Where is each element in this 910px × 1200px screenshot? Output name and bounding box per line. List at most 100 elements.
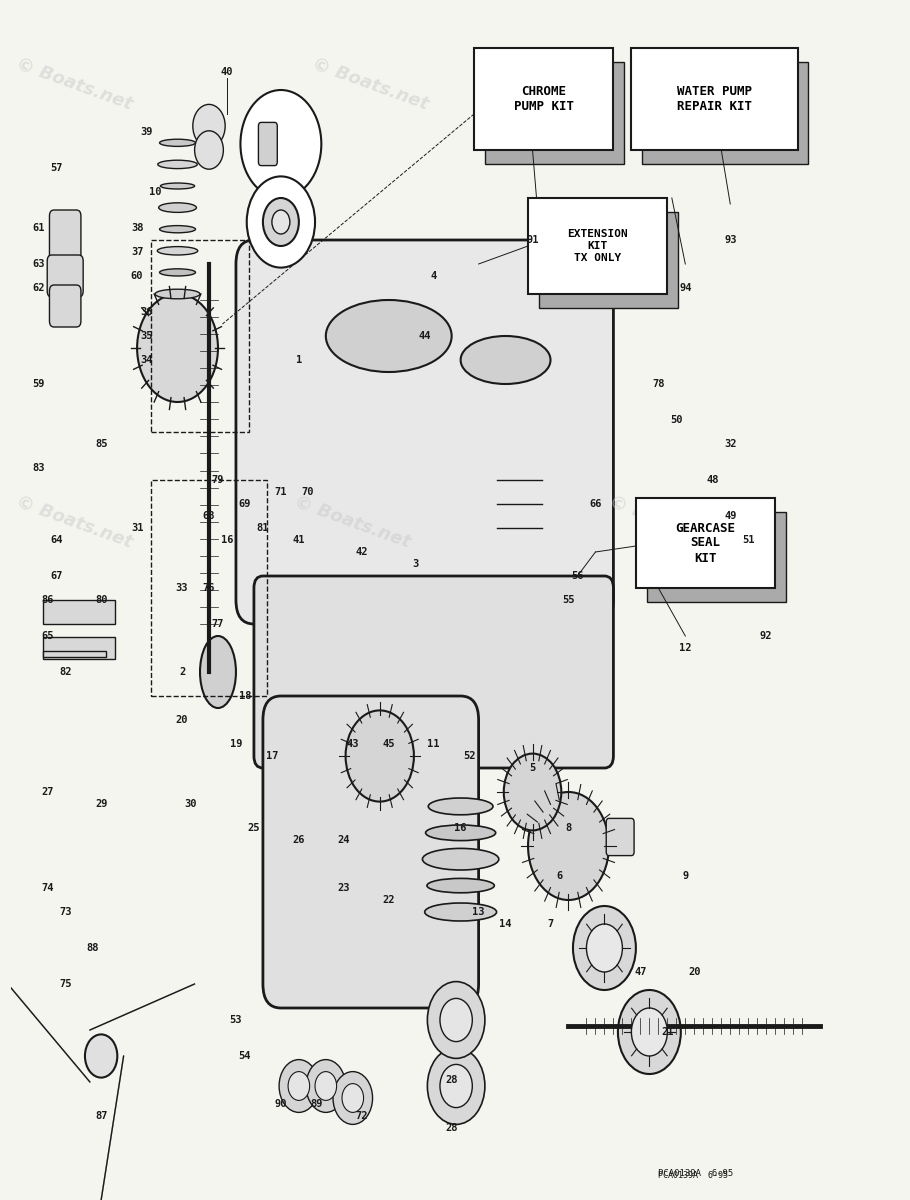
FancyBboxPatch shape (49, 284, 81, 326)
Text: 36: 36 (140, 307, 152, 317)
Text: 34: 34 (140, 355, 152, 365)
Bar (43, 600, 115, 624)
Text: 2: 2 (179, 667, 185, 677)
Text: 43: 43 (347, 739, 359, 749)
Text: © Boats.net: © Boats.net (633, 54, 755, 114)
Text: 23: 23 (338, 883, 350, 893)
FancyBboxPatch shape (474, 48, 613, 150)
Text: 85: 85 (95, 439, 107, 449)
Text: EXTENSION
KIT
TX ONLY: EXTENSION KIT TX ONLY (567, 229, 628, 263)
Text: 71: 71 (275, 487, 288, 497)
Text: 52: 52 (463, 751, 476, 761)
Text: 79: 79 (212, 475, 224, 485)
Text: 64: 64 (50, 535, 63, 545)
Text: © Boats.net: © Boats.net (607, 492, 728, 552)
Circle shape (428, 1048, 485, 1124)
Circle shape (240, 90, 321, 198)
Text: 16: 16 (454, 823, 467, 833)
Text: 31: 31 (131, 523, 144, 533)
Circle shape (85, 1034, 117, 1078)
Text: © Boats.net: © Boats.net (14, 54, 135, 114)
Text: 11: 11 (428, 739, 440, 749)
FancyBboxPatch shape (632, 48, 798, 150)
Text: 24: 24 (338, 835, 350, 845)
FancyBboxPatch shape (642, 62, 808, 164)
Text: © Boats.net: © Boats.net (310, 54, 431, 114)
Text: 86: 86 (41, 595, 54, 605)
Text: 69: 69 (238, 499, 251, 509)
Text: 72: 72 (356, 1111, 368, 1121)
Ellipse shape (460, 336, 551, 384)
Bar (43, 650, 106, 658)
Text: 60: 60 (131, 271, 144, 281)
Text: 88: 88 (86, 943, 98, 953)
FancyBboxPatch shape (485, 62, 624, 164)
Text: 55: 55 (562, 595, 575, 605)
Text: 38: 38 (131, 223, 144, 233)
Text: 37: 37 (131, 247, 144, 257)
Ellipse shape (425, 902, 497, 922)
Circle shape (272, 210, 290, 234)
Text: © Boats.net: © Boats.net (14, 492, 135, 552)
Text: 28: 28 (445, 1075, 458, 1085)
Text: 80: 80 (95, 595, 107, 605)
Circle shape (428, 982, 485, 1058)
Text: 50: 50 (670, 415, 682, 425)
Text: 7: 7 (548, 919, 553, 929)
Circle shape (195, 131, 223, 169)
Circle shape (247, 176, 315, 268)
Circle shape (573, 906, 636, 990)
Ellipse shape (429, 798, 493, 815)
Circle shape (440, 998, 472, 1042)
Text: 9: 9 (682, 871, 689, 881)
FancyBboxPatch shape (263, 696, 479, 1008)
Ellipse shape (157, 246, 197, 254)
Ellipse shape (326, 300, 451, 372)
FancyBboxPatch shape (647, 512, 786, 602)
Circle shape (279, 1060, 318, 1112)
Circle shape (618, 990, 681, 1074)
Text: 53: 53 (229, 1015, 242, 1025)
Circle shape (315, 1072, 337, 1100)
Circle shape (346, 710, 414, 802)
Text: 76: 76 (203, 583, 216, 593)
Text: 92: 92 (760, 631, 773, 641)
Ellipse shape (422, 848, 499, 870)
FancyBboxPatch shape (254, 576, 613, 768)
FancyBboxPatch shape (49, 210, 81, 282)
Circle shape (137, 294, 218, 402)
FancyBboxPatch shape (258, 122, 278, 166)
Text: 1: 1 (296, 355, 302, 365)
Text: 14: 14 (500, 919, 511, 929)
Circle shape (263, 198, 298, 246)
Polygon shape (101, 1056, 124, 1200)
Text: 74: 74 (41, 883, 54, 893)
Text: 77: 77 (212, 619, 224, 629)
Text: 54: 54 (238, 1051, 251, 1061)
Text: 81: 81 (257, 523, 269, 533)
Text: 78: 78 (652, 379, 664, 389)
Ellipse shape (427, 878, 494, 893)
Ellipse shape (155, 289, 200, 299)
Text: 39: 39 (140, 127, 152, 137)
Text: 13: 13 (472, 907, 485, 917)
Ellipse shape (159, 226, 196, 233)
Text: 59: 59 (32, 379, 45, 389)
Text: 66: 66 (589, 499, 602, 509)
Text: 45: 45 (382, 739, 395, 749)
Ellipse shape (160, 182, 195, 188)
Text: PCA0139A  6-95: PCA0139A 6-95 (658, 1169, 733, 1178)
Circle shape (504, 754, 561, 830)
Circle shape (333, 1072, 372, 1124)
Polygon shape (8, 984, 90, 1082)
FancyBboxPatch shape (606, 818, 634, 856)
Text: 94: 94 (679, 283, 692, 293)
Circle shape (528, 792, 609, 900)
FancyBboxPatch shape (528, 198, 667, 294)
Text: 67: 67 (50, 571, 63, 581)
Text: 90: 90 (275, 1099, 288, 1109)
Text: 40: 40 (221, 67, 233, 77)
FancyBboxPatch shape (236, 240, 613, 624)
Text: 41: 41 (293, 535, 305, 545)
Text: CHROME
PUMP KIT: CHROME PUMP KIT (514, 85, 574, 113)
